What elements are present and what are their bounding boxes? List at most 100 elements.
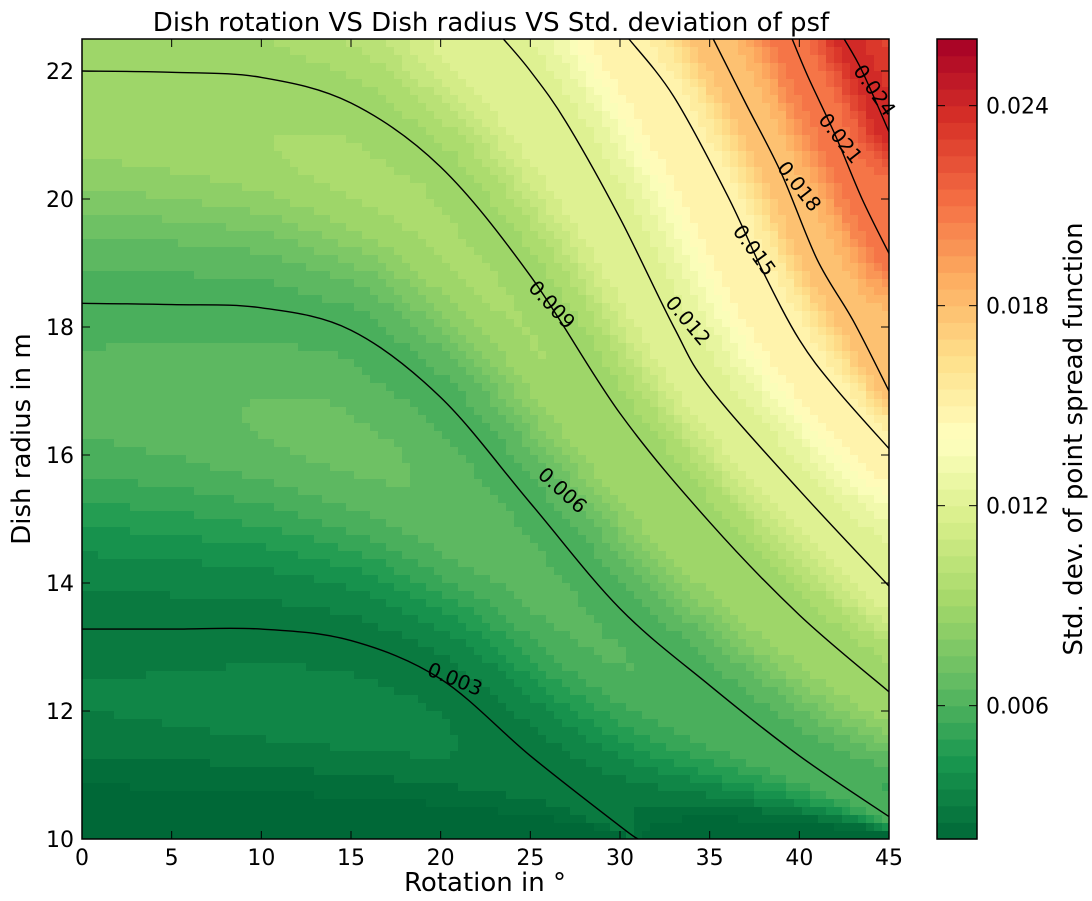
heat-cell (778, 207, 787, 216)
heat-cell (418, 367, 427, 376)
heat-cell (162, 423, 171, 432)
heat-cell (610, 351, 619, 360)
heat-cell (418, 287, 427, 296)
heat-cell (394, 71, 403, 80)
heat-cell (354, 191, 363, 200)
heat-cell (194, 175, 203, 184)
heat-cell (106, 375, 115, 384)
heat-cell (274, 399, 283, 408)
heat-cell (242, 343, 251, 352)
heat-cell (114, 383, 123, 392)
heat-cell (802, 199, 811, 208)
heat-cell (626, 247, 635, 256)
heat-cell (218, 183, 227, 192)
heat-cell (730, 295, 739, 304)
heat-cell (842, 367, 851, 376)
heat-cell (834, 231, 843, 240)
heat-cell (490, 127, 499, 136)
heat-cell (138, 327, 147, 336)
heat-cell (682, 335, 691, 344)
heat-cell (602, 183, 611, 192)
heat-cell (530, 303, 539, 312)
heat-cell (434, 87, 443, 96)
heat-cell (666, 351, 675, 360)
heat-cell (434, 71, 443, 80)
heat-cell (794, 167, 803, 176)
heat-cell (578, 271, 587, 280)
heat-cell (442, 111, 451, 120)
heat-cell (258, 407, 267, 416)
heat-cell (818, 407, 827, 416)
heat-cell (634, 399, 643, 408)
heat-cell (666, 255, 675, 264)
heat-cell (242, 327, 251, 336)
heat-cell (378, 79, 387, 88)
heat-cell (490, 103, 499, 112)
heat-cell (506, 255, 515, 264)
heat-cell (682, 111, 691, 120)
heat-cell (698, 223, 707, 232)
heat-cell (346, 55, 355, 64)
heat-cell (250, 311, 259, 320)
heat-cell (202, 63, 211, 72)
heat-cell (866, 359, 875, 368)
heat-cell (634, 327, 643, 336)
heat-cell (378, 239, 387, 248)
heat-cell (842, 335, 851, 344)
heat-cell (410, 303, 419, 312)
heat-cell (482, 351, 491, 360)
heat-cell (810, 399, 819, 408)
heat-cell (162, 415, 171, 424)
heat-cell (786, 47, 795, 56)
heat-cell (434, 279, 443, 288)
heat-cell (178, 375, 187, 384)
heat-cell (650, 119, 659, 128)
heat-cell (538, 63, 547, 72)
heat-cell (210, 159, 219, 168)
heat-cell (570, 183, 579, 192)
heat-cell (130, 255, 139, 264)
heat-cell (826, 303, 835, 312)
heat-cell (618, 303, 627, 312)
heat-cell (706, 199, 715, 208)
heat-cell (226, 47, 235, 56)
heat-cell (546, 207, 555, 216)
heat-cell (866, 351, 875, 360)
heat-cell (458, 431, 467, 440)
heat-cell (650, 263, 659, 272)
heat-cell (762, 415, 771, 424)
heat-cell (530, 95, 539, 104)
heat-cell (154, 191, 163, 200)
heat-cell (354, 343, 363, 352)
heat-cell (690, 359, 699, 368)
heat-cell (266, 191, 275, 200)
heat-cell (258, 175, 267, 184)
heat-cell (194, 247, 203, 256)
heat-cell (122, 127, 131, 136)
heat-cell (306, 335, 315, 344)
heat-cell (762, 391, 771, 400)
heat-cell (562, 383, 571, 392)
heat-cell (682, 319, 691, 328)
heat-cell (98, 279, 107, 288)
heat-cell (818, 287, 827, 296)
heat-cell (258, 39, 267, 48)
heat-cell (170, 263, 179, 272)
heat-cell (122, 103, 131, 112)
heat-cell (82, 223, 91, 232)
heat-cell (634, 383, 643, 392)
heat-cell (290, 183, 299, 192)
heat-cell (810, 287, 819, 296)
heat-cell (586, 151, 595, 160)
heat-cell (826, 111, 835, 120)
heat-cell (858, 247, 867, 256)
heat-cell (866, 71, 875, 80)
heat-cell (370, 319, 379, 328)
heat-cell (594, 103, 603, 112)
heat-cell (146, 239, 155, 248)
heat-cell (538, 319, 547, 328)
heat-cell (866, 135, 875, 144)
heat-cell (706, 263, 715, 272)
heat-cell (258, 79, 267, 88)
heat-cell (650, 159, 659, 168)
